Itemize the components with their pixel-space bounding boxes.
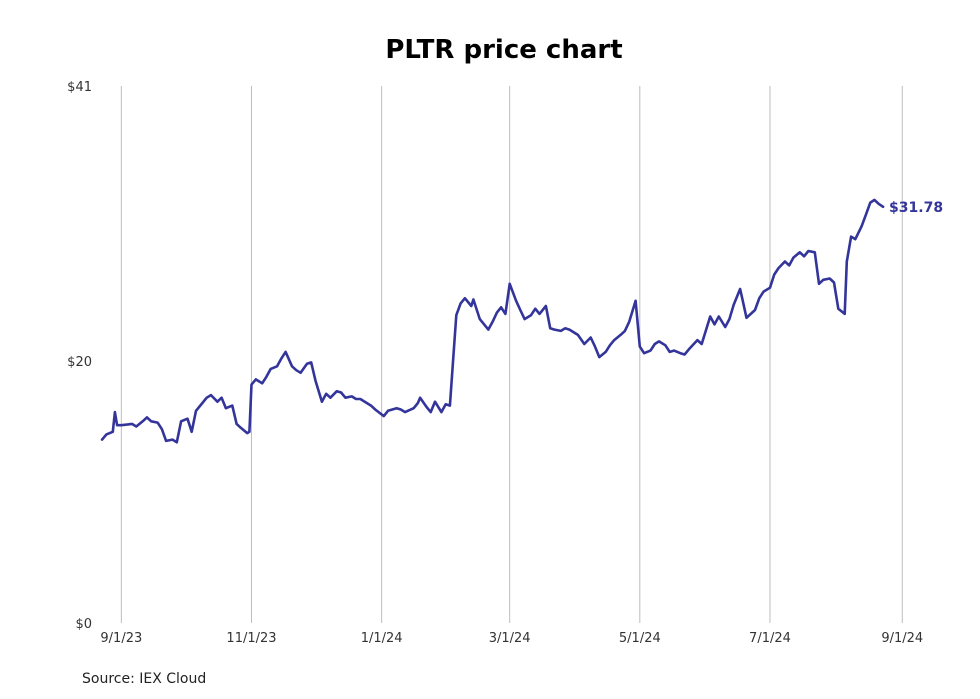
x-tick-label: 9/1/23 [100,631,142,646]
x-tick-label: 1/1/24 [361,631,403,646]
chart-title: PLTR price chart [385,35,622,65]
y-tick-label: $0 [75,617,92,632]
x-tick-label: 7/1/24 [749,631,791,646]
x-tick-label: 3/1/24 [489,631,531,646]
x-tick-label: 9/1/24 [881,631,923,646]
x-tick-label: 5/1/24 [619,631,661,646]
y-tick-label: $20 [67,355,92,370]
source-note: Source: IEX Cloud [82,671,206,687]
last-price-label: $31.78 [889,200,943,216]
x-tick-label: 11/1/23 [226,631,276,646]
y-axis-ticks: $0 $20 $41 [67,80,92,632]
y-tick-label: $41 [67,80,92,95]
price-line [100,198,885,444]
x-axis-ticks: 9/1/23 11/1/23 1/1/24 3/1/24 5/1/24 7/1/24 9/1… [100,631,923,646]
gridlines [120,86,903,623]
